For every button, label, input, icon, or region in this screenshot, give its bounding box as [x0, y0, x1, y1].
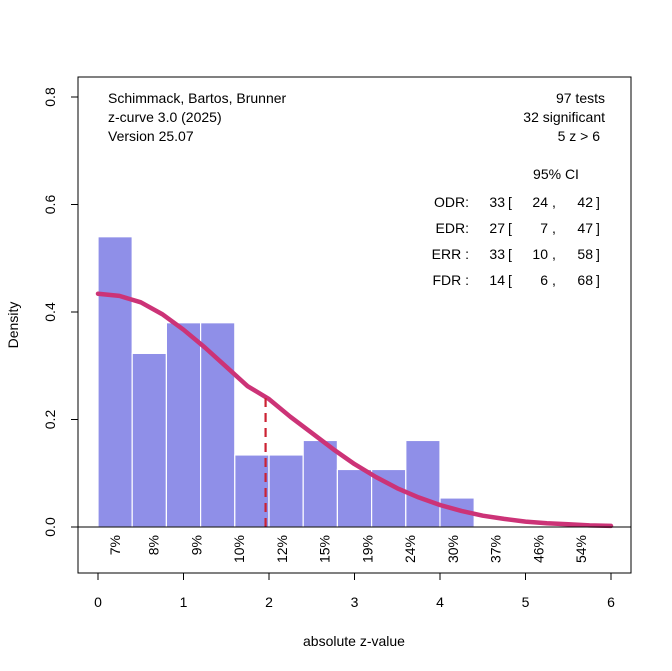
- x-tick-label: 0: [94, 594, 102, 610]
- y-tick-label: 0.8: [42, 87, 58, 107]
- x-tick-label: 3: [351, 594, 359, 610]
- power-labels: 7% 8% 9% 10% 12% 15% 19% 24% 30% 37% 46% 54%: [107, 535, 589, 563]
- ci-close-bracket: ]: [596, 246, 600, 262]
- ci-comma: ,: [552, 194, 556, 210]
- power-label: 54%: [573, 535, 589, 563]
- top-left-annotation: Schimmack, Bartos, Brunner z-curve 3.0 (…: [108, 90, 287, 144]
- x-tick-label: 4: [436, 594, 444, 610]
- ci-label: ODR:: [434, 194, 469, 210]
- ci-upper: 58: [577, 246, 593, 262]
- ci-estimate: 33: [489, 194, 505, 210]
- ci-open-bracket: [: [508, 246, 512, 262]
- ci-row: ERR : 33[10, 58]: [432, 246, 600, 262]
- annotation-z-gt-6: 5 z > 6: [558, 128, 601, 144]
- y-axis: 0.0 0.2 0.4 0.6 0.8: [42, 87, 79, 537]
- histogram-bar: [336, 468, 373, 528]
- ci-estimate: 14: [489, 272, 505, 288]
- ci-lower: 7: [540, 220, 548, 236]
- ci-row: ODR: 33[24, 42]: [434, 194, 600, 210]
- annotation-tests: 97 tests: [556, 90, 605, 106]
- annotation-version: Version 25.07: [108, 128, 194, 144]
- power-label: 10%: [231, 535, 247, 563]
- histogram-bar: [268, 454, 304, 528]
- ci-open-bracket: [: [508, 194, 512, 210]
- x-axis: 0 1 2 3 4 5 6: [94, 572, 615, 610]
- power-label: 46%: [530, 535, 546, 563]
- y-tick-label: 0.6: [42, 195, 58, 215]
- ci-open-bracket: [: [508, 220, 512, 236]
- ci-row: FDR : 14[6, 68]: [432, 272, 599, 288]
- ci-estimate: 27: [489, 220, 505, 236]
- x-tick-label: 5: [522, 594, 530, 610]
- ci-label: ERR :: [432, 246, 469, 262]
- y-axis-label: Density: [5, 302, 21, 349]
- annotation-significant: 32 significant: [523, 109, 605, 125]
- ci-comma: ,: [552, 220, 556, 236]
- power-label: 24%: [402, 535, 418, 563]
- power-label: 12%: [274, 535, 290, 563]
- power-label: 8%: [146, 535, 162, 555]
- ci-upper: 47: [577, 220, 593, 236]
- x-axis-label: absolute z-value: [303, 633, 405, 649]
- x-tick-label: 2: [265, 594, 273, 610]
- ci-close-bracket: ]: [596, 194, 600, 210]
- curve-layer: [95, 291, 614, 529]
- ci-table: ODR: 33[24, 42]EDR: 27[7, 47]ERR :33[10, 58]F…: [432, 194, 600, 288]
- ci-row: EDR: 27[7, 47]: [436, 220, 600, 236]
- x-tick-label: 6: [607, 594, 615, 610]
- histogram-bar: [200, 322, 236, 528]
- ci-close-bracket: ]: [596, 272, 600, 288]
- power-label: 7%: [107, 535, 123, 555]
- histogram-bar: [97, 236, 133, 528]
- histogram-bar: [131, 352, 167, 528]
- histogram-bar: [165, 322, 202, 528]
- annotation-authors: Schimmack, Bartos, Brunner: [108, 90, 287, 106]
- annotation-version-name: z-curve 3.0 (2025): [108, 109, 222, 125]
- ci-header: 95% CI: [533, 166, 579, 182]
- power-label: 15%: [317, 535, 333, 563]
- ci-upper: 42: [577, 194, 593, 210]
- histogram-bar: [302, 439, 339, 528]
- z-curve-line: [95, 291, 614, 529]
- histogram-bars: [97, 236, 475, 528]
- power-label: 9%: [188, 535, 204, 555]
- y-tick-label: 0.4: [42, 302, 58, 322]
- ci-label: EDR:: [436, 220, 469, 236]
- x-tick-label: 1: [180, 594, 188, 610]
- ci-upper: 68: [577, 272, 593, 288]
- histogram-bar: [234, 454, 270, 528]
- ci-lower: 10: [532, 246, 548, 262]
- ci-lower: 6: [540, 272, 548, 288]
- y-tick-label: 0.0: [42, 517, 58, 537]
- ci-comma: ,: [552, 272, 556, 288]
- ci-label: FDR :: [432, 272, 469, 288]
- ci-estimate: 33: [489, 246, 505, 262]
- ci-lower: 24: [532, 194, 548, 210]
- ci-open-bracket: [: [508, 272, 512, 288]
- power-label: 37%: [488, 535, 504, 563]
- y-tick-label: 0.2: [42, 410, 58, 430]
- power-label: 19%: [359, 535, 375, 563]
- top-right-annotation: 97 tests 32 significant 5 z > 6: [523, 90, 605, 144]
- ci-comma: ,: [552, 246, 556, 262]
- power-label: 30%: [445, 535, 461, 563]
- histogram-bar: [405, 439, 441, 528]
- ci-close-bracket: ]: [596, 220, 600, 236]
